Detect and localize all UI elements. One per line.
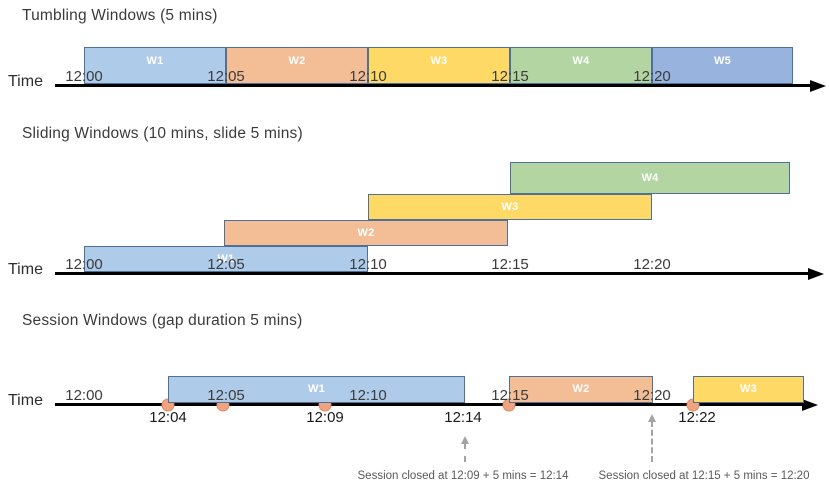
event-time-label: 12:14: [444, 409, 482, 426]
axis-arrowhead-icon: [808, 267, 824, 280]
window-w1: W1: [84, 47, 226, 84]
callout-arrow-icon: [461, 436, 469, 444]
tick-label: 12:00: [65, 68, 103, 85]
window-w2: W2: [224, 220, 508, 246]
time-axis: [55, 403, 802, 406]
session-closed-note: Session closed at 12:09 + 5 mins = 12:14: [357, 470, 569, 482]
window-w4: W4: [510, 47, 652, 84]
callout-arrow-line: [464, 443, 466, 462]
event-time-label: 12:22: [678, 409, 716, 426]
time-axis-label: Time: [8, 392, 43, 409]
tick-label: 12:20: [633, 68, 671, 85]
window-label: W2: [572, 383, 590, 395]
time-axis-label: Time: [8, 261, 43, 278]
window-label: W2: [288, 55, 306, 67]
window-label: W3: [430, 55, 448, 67]
window-label: W5: [713, 55, 732, 67]
window-label: W3: [501, 201, 519, 213]
tick-label: 12:20: [633, 256, 671, 273]
section-title: Session Windows (gap duration 5 mins): [22, 312, 303, 329]
window-label: W2: [357, 227, 375, 239]
tick-label: 12:05: [207, 387, 245, 404]
tick-label: 12:00: [65, 256, 103, 273]
window-w3: W3: [693, 376, 804, 403]
window-w2: W2: [226, 47, 368, 84]
window-label: W1: [217, 253, 235, 265]
tick-label: 12:15: [491, 387, 529, 404]
event-time-label: 12:04: [149, 409, 187, 426]
axis-arrowhead-icon: [810, 79, 826, 92]
tick-label: 12:05: [207, 68, 245, 85]
callout-arrow-icon: [648, 414, 656, 422]
window-w2: W2: [509, 376, 653, 403]
time-axis: [55, 84, 810, 87]
callout-arrow-line: [651, 421, 653, 462]
window-w1: W1: [84, 246, 368, 272]
window-w3: W3: [368, 47, 510, 84]
time-axis-label: Time: [8, 73, 43, 90]
window-label: W3: [739, 383, 758, 395]
section-title: Sliding Windows (10 mins, slide 5 mins): [22, 125, 303, 142]
window-label: W4: [572, 55, 590, 67]
window-label: W1: [146, 55, 164, 67]
section-title: Tumbling Windows (5 mins): [22, 7, 218, 24]
tick-label: 12:10: [349, 68, 387, 85]
window-label: W1: [307, 383, 326, 395]
event-time-label: 12:09: [306, 409, 344, 426]
tick-label: 12:20: [633, 387, 671, 404]
time-axis: [55, 272, 808, 275]
window-w1: W1: [168, 376, 465, 403]
tick-label: 12:10: [349, 256, 387, 273]
tick-label: 12:10: [349, 387, 387, 404]
tick-label: 12:00: [65, 387, 103, 404]
window-w3: W3: [368, 194, 652, 220]
window-w4: W4: [510, 162, 790, 194]
tick-label: 12:05: [207, 256, 245, 273]
window-label: W4: [641, 172, 659, 184]
tick-label: 12:15: [491, 68, 529, 85]
axis-arrowhead-icon: [802, 398, 818, 411]
tick-label: 12:15: [491, 256, 529, 273]
session-closed-note: Session closed at 12:15 + 5 mins = 12:20: [598, 470, 810, 482]
window-w5: W5: [652, 47, 793, 84]
